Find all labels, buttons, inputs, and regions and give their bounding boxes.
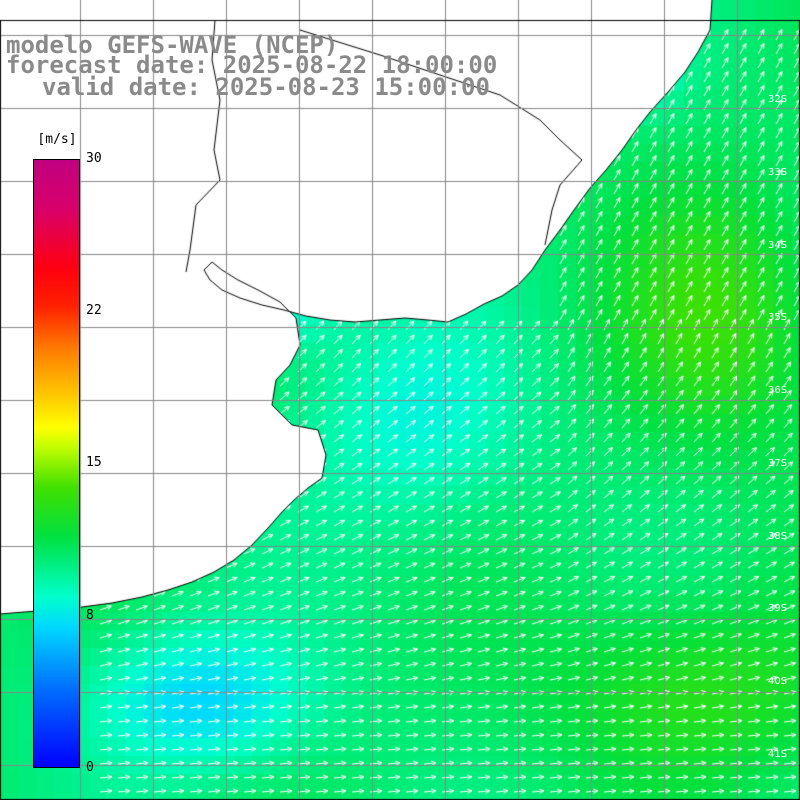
lat-label-32s: 32S — [768, 94, 788, 105]
colorbar-unit: [m/s] — [37, 132, 77, 147]
lat-label-36s: 36S — [768, 385, 788, 396]
colorbar-tick-0: 0 — [86, 760, 94, 775]
lat-label-39s: 39S — [768, 603, 788, 614]
colorbar-tick-15: 15 — [86, 455, 102, 470]
colorbar-tick-30: 30 — [86, 151, 102, 166]
lat-label-37s: 37S — [768, 458, 788, 469]
lat-label-35s: 35S — [768, 312, 788, 323]
colorbar — [33, 159, 80, 768]
lat-label-38s: 38S — [768, 531, 788, 542]
valid-date: valid date: 2025-08-23 15:00:00 — [42, 73, 490, 101]
lat-label-41s: 41S — [768, 749, 788, 760]
lat-label-40s: 40S — [768, 676, 788, 687]
colorbar-tick-8: 8 — [86, 608, 94, 623]
lat-label-33s: 33S — [768, 167, 788, 178]
model-title: modelo GEFS-WAVE (NCEP) — [6, 31, 339, 59]
colorbar-tick-22: 22 — [86, 303, 102, 318]
lat-label-34s: 34S — [768, 240, 788, 251]
forecast-date: forecast date: 2025-08-22 18:00:00 — [6, 51, 498, 79]
